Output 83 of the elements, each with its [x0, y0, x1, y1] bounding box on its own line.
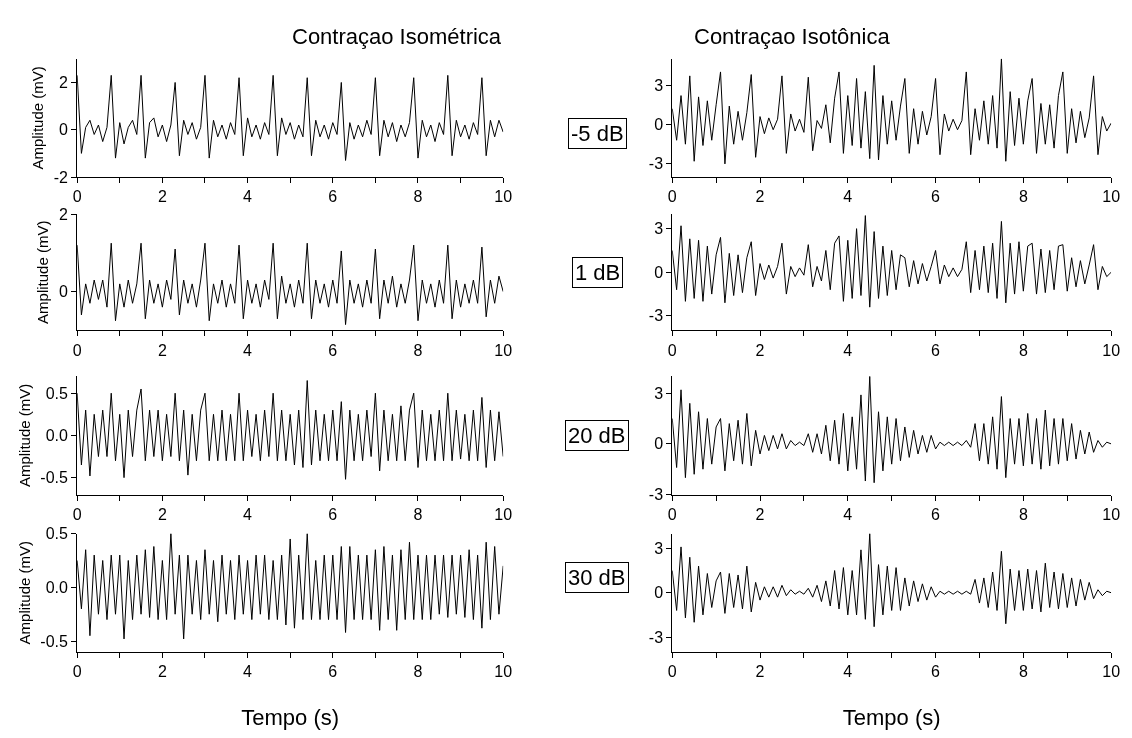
x-tick-label: 0 [72, 663, 82, 681]
text: 1 dB [575, 260, 621, 285]
x-tick-label: 4 [243, 505, 253, 523]
x-tick-label: 6 [931, 188, 941, 206]
x-tick-label: 10 [494, 505, 513, 523]
x-axis-title: Tempo (s) [842, 704, 941, 730]
x-tick-label: 8 [1018, 341, 1028, 359]
y-tick-label: 0 [654, 116, 664, 134]
x-tick-label: 6 [328, 188, 338, 206]
y-tick-label: 3 [654, 76, 664, 94]
x-tick-label: 8 [413, 663, 423, 681]
x-tick-label: 2 [157, 663, 167, 681]
x-tick-label: 2 [755, 341, 765, 359]
x-tick-label: 4 [243, 188, 253, 206]
y-axis-title: Amplitude (mV) [28, 66, 46, 170]
y-axis-title: Amplitude (mV) [15, 383, 33, 488]
x-tick-label: 8 [1018, 188, 1028, 206]
y-axis-title: Amplitude (mV) [15, 541, 33, 645]
x-tick-label: 10 [1102, 341, 1121, 359]
x-tick-label: 0 [72, 341, 82, 359]
x-tick-label: 6 [328, 341, 338, 359]
y-tick-label: -3 [648, 628, 664, 646]
x-tick-label: 10 [1102, 188, 1121, 206]
y-tick-label: 0.0 [45, 427, 69, 445]
x-tick-label: 10 [1102, 663, 1121, 681]
y-tick-label: -3 [648, 155, 664, 173]
chart-title: Contraçao Isométrica [292, 24, 502, 49]
y-tick-label: 3 [654, 539, 664, 557]
x-tick-label: 10 [494, 188, 513, 206]
text: -5 dB [571, 121, 624, 146]
x-tick-label: 10 [1102, 505, 1121, 523]
x-tick-label: 2 [755, 188, 765, 206]
x-tick-label: 6 [328, 505, 338, 523]
x-tick-label: 6 [328, 663, 338, 681]
x-tick-label: 10 [494, 341, 513, 359]
x-tick-label: 4 [843, 188, 853, 206]
x-tick-label: 0 [667, 505, 677, 523]
y-tick-label: 0 [654, 584, 664, 602]
y-tick-label: 0 [59, 283, 69, 301]
x-tick-label: 4 [843, 663, 853, 681]
text: 30 dB [568, 565, 626, 590]
y-tick-label: 0.5 [45, 525, 69, 543]
y-tick-label: 2 [59, 205, 69, 223]
y-tick-label: 0 [654, 435, 664, 453]
x-tick-label: 8 [413, 188, 423, 206]
y-tick-label: -0.5 [40, 632, 69, 650]
x-tick-label: 4 [243, 663, 253, 681]
x-axis-title: Tempo (s) [241, 704, 340, 730]
x-tick-label: 6 [931, 663, 941, 681]
x-tick-label: 8 [1018, 505, 1028, 523]
x-tick-label: 0 [667, 341, 677, 359]
x-tick-label: 0 [72, 188, 82, 206]
x-tick-label: 6 [931, 341, 941, 359]
y-tick-label: 3 [654, 220, 664, 238]
x-tick-label: 0 [72, 505, 82, 523]
x-tick-label: 2 [157, 505, 167, 523]
y-tick-label: -0.5 [40, 469, 69, 487]
x-tick-label: 2 [157, 188, 167, 206]
text: 20 dB [568, 423, 626, 448]
y-tick-label: -3 [648, 486, 664, 504]
x-tick-label: 10 [494, 663, 513, 681]
x-tick-label: 6 [931, 505, 941, 523]
y-tick-label: -2 [53, 168, 69, 186]
y-tick-label: 0.0 [45, 578, 69, 596]
x-tick-label: 0 [667, 188, 677, 206]
x-tick-label: 4 [243, 341, 253, 359]
y-tick-label: -3 [648, 307, 664, 325]
y-tick-label: 0 [654, 263, 664, 281]
y-tick-label: 3 [654, 384, 664, 402]
y-tick-label: 0 [59, 121, 69, 139]
x-tick-label: 2 [755, 663, 765, 681]
x-tick-label: 4 [843, 505, 853, 523]
y-tick-label: 0.5 [45, 384, 69, 402]
x-tick-label: 8 [1018, 663, 1028, 681]
chart-title: Contraçao Isotônica [694, 24, 891, 49]
x-tick-label: 0 [667, 663, 677, 681]
y-axis-title: Amplitude (mV) [34, 220, 52, 324]
x-tick-label: 4 [843, 341, 853, 359]
x-tick-label: 8 [413, 341, 423, 359]
x-tick-label: 2 [755, 505, 765, 523]
y-tick-label: 2 [59, 74, 69, 92]
x-tick-label: 2 [157, 341, 167, 359]
x-tick-label: 8 [413, 505, 423, 523]
